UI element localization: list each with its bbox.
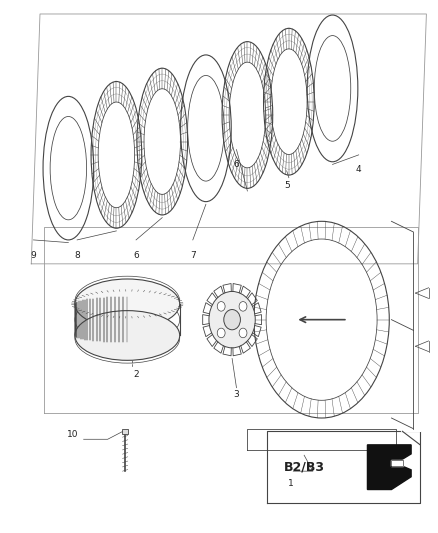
Text: 6: 6 bbox=[233, 160, 239, 169]
Ellipse shape bbox=[239, 328, 247, 338]
Text: B2/B3: B2/B3 bbox=[284, 461, 325, 474]
Text: 2: 2 bbox=[133, 370, 139, 379]
Text: 6: 6 bbox=[133, 251, 139, 260]
Text: 4: 4 bbox=[356, 165, 361, 174]
Text: 9: 9 bbox=[31, 251, 36, 260]
Text: 7: 7 bbox=[190, 251, 196, 260]
Ellipse shape bbox=[217, 328, 225, 338]
Ellipse shape bbox=[209, 292, 255, 348]
Ellipse shape bbox=[217, 302, 225, 311]
Ellipse shape bbox=[75, 311, 180, 360]
FancyBboxPatch shape bbox=[122, 429, 128, 434]
Text: 3: 3 bbox=[233, 390, 239, 399]
Text: 8: 8 bbox=[74, 251, 80, 260]
Text: 5: 5 bbox=[284, 181, 290, 190]
Text: 10: 10 bbox=[67, 430, 78, 439]
Polygon shape bbox=[367, 445, 411, 489]
Ellipse shape bbox=[239, 302, 247, 311]
Ellipse shape bbox=[224, 310, 240, 330]
Ellipse shape bbox=[75, 279, 180, 329]
Polygon shape bbox=[392, 461, 403, 466]
Text: 1: 1 bbox=[288, 479, 294, 488]
